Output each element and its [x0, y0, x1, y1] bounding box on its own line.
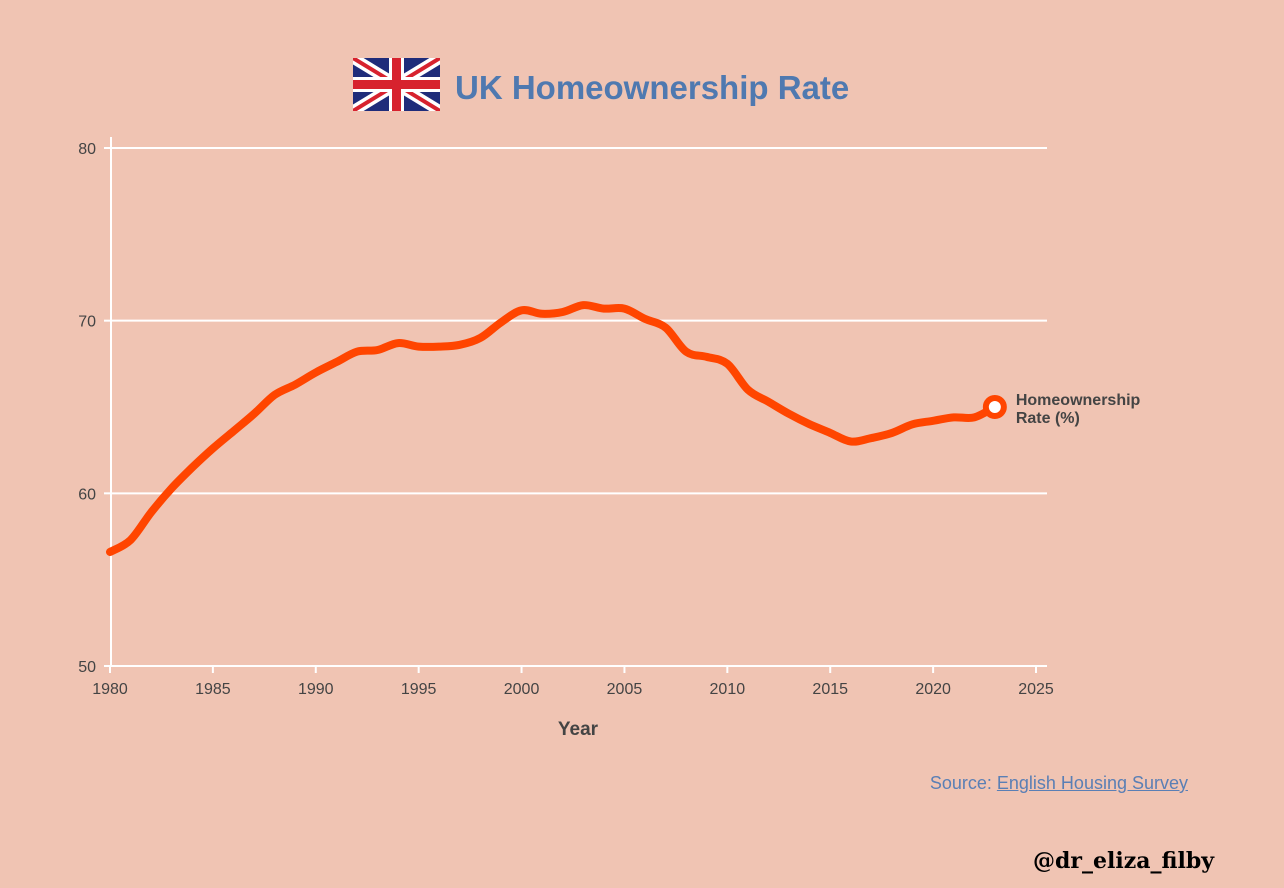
- y-tick-label-50: 50: [78, 659, 96, 676]
- y-axis-ticks: 50 60 70 80: [78, 141, 111, 676]
- chart-title: UK Homeownership Rate: [455, 69, 849, 106]
- series-end-marker: [982, 395, 1007, 419]
- series-label-line-0: Homeownership: [1016, 392, 1141, 409]
- series-line-homeownership-rate: [106, 301, 999, 556]
- x-tick-label-1990: 1990: [298, 681, 334, 698]
- x-axis-label: Year: [558, 719, 599, 740]
- uk-flag-icon: [353, 58, 440, 111]
- x-tick-label-2020: 2020: [915, 681, 951, 698]
- y-tick-label-60: 60: [78, 486, 96, 503]
- x-tick-label-1985: 1985: [195, 681, 231, 698]
- series-group: Homeownership Rate (%): [106, 301, 1141, 556]
- y-tick-label-70: 70: [78, 314, 96, 331]
- series-label: Homeownership Rate (%): [1016, 392, 1141, 427]
- x-tick-label-1980: 1980: [92, 681, 128, 698]
- x-tick-label-2000: 2000: [504, 681, 540, 698]
- x-tick-label-2010: 2010: [710, 681, 746, 698]
- axes: [110, 137, 1047, 667]
- x-tick-label-1995: 1995: [401, 681, 437, 698]
- source-prefix: Source:: [929, 773, 997, 793]
- x-axis-ticks: 1980 1985 1990 1995 2000 2005 2010 2015 2020 2025: [92, 666, 1054, 698]
- x-tick-label-2025: 2025: [1018, 681, 1054, 698]
- author-handle: @dr_eliza_filby: [1033, 848, 1214, 874]
- series-label-line-1: Rate (%): [1016, 410, 1080, 427]
- source-note: Source: English Housing Survey: [930, 773, 1188, 794]
- y-tick-label-80: 80: [78, 141, 96, 158]
- source-link[interactable]: English Housing Survey: [996, 773, 1188, 793]
- x-tick-label-2015: 2015: [812, 681, 848, 698]
- x-tick-label-2005: 2005: [607, 681, 643, 698]
- gridlines: [111, 147, 1047, 495]
